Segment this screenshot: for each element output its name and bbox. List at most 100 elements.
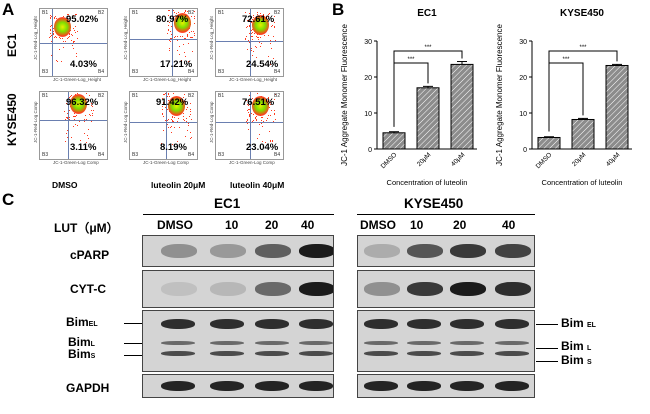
flow-event-dot: [50, 55, 52, 57]
flow-event-dot: [190, 36, 192, 38]
quadrant-label: B4: [188, 152, 195, 158]
protein-band: [255, 341, 289, 345]
flow-event-dot: [50, 29, 52, 31]
condition-label-lut40: luteolin 40μM: [230, 180, 285, 190]
blot-strip-ec1-bim: [142, 310, 334, 372]
protein-band: [450, 341, 484, 345]
quadrant-label: B2: [98, 10, 105, 16]
protein-label-bim-l: BimL: [68, 335, 95, 349]
flow-event-dot: [167, 30, 169, 32]
x-axis-label: Concentration of luteolin: [387, 178, 468, 187]
flow-event-dot: [54, 16, 56, 18]
flow-event-dot: [161, 98, 163, 100]
significance-bracket: [548, 50, 618, 132]
quadrant-label: B4: [274, 69, 281, 75]
flow-event-dot: [88, 95, 90, 97]
flow-plot-ec1-1: B1 B2 B3 B4 95.02% 4.03%: [39, 8, 108, 77]
blot-strip-kyse450-cytc: [357, 270, 535, 308]
flow-event-dot: [249, 41, 251, 43]
flow-event-dot: [169, 95, 171, 97]
flow-event-dot: [187, 130, 189, 132]
flow-event-dot: [189, 110, 191, 112]
protein-band: [210, 319, 244, 329]
protein-band: [210, 381, 244, 391]
flow-event-dot: [66, 133, 68, 135]
flow-event-dot: [184, 93, 186, 95]
quadrant-label: B1: [218, 93, 225, 99]
flow-event-dot: [184, 37, 186, 39]
quadrant-label: B3: [42, 152, 49, 158]
lane-label-ec1-20: 20: [265, 218, 279, 232]
flow-event-dot: [171, 131, 173, 133]
flow-event-dot: [87, 138, 89, 140]
flow-event-dot: [245, 38, 247, 40]
flow-event-dot: [162, 129, 164, 131]
flow-event-dot: [88, 129, 90, 131]
flow-event-dot: [49, 14, 51, 16]
protein-band: [407, 244, 443, 258]
flow-event-dot: [270, 101, 272, 103]
flow-event-dot: [264, 35, 266, 37]
flow-event-dot: [268, 14, 270, 16]
flow-event-dot: [173, 12, 175, 14]
protein-band: [450, 381, 484, 391]
flow-event-dot: [61, 60, 63, 62]
flow-event-dot: [172, 121, 174, 123]
flow-event-dot: [258, 39, 260, 41]
flow-event-dot: [260, 119, 262, 121]
flow-event-dot: [258, 134, 260, 136]
flow-event-dot: [257, 93, 259, 95]
protein-band: [450, 319, 484, 329]
flow-y-axis-label: JC-1-Red-Log Comp: [123, 101, 128, 143]
blot-strip-ec1-cytc: [142, 270, 334, 308]
flow-event-dot: [185, 10, 187, 12]
flow-density-cloud: [54, 17, 71, 37]
protein-band: [407, 282, 443, 296]
flow-event-dot: [167, 93, 169, 95]
panel-c-letter: C: [2, 190, 15, 209]
flow-event-dot: [91, 112, 93, 114]
gate-vertical-line: [68, 92, 69, 159]
flow-event-dot: [56, 37, 58, 39]
flow-event-dot: [270, 140, 272, 142]
flow-event-dot: [50, 32, 52, 34]
flow-event-dot: [91, 115, 93, 117]
flow-event-dot: [170, 37, 172, 39]
flow-event-dot: [248, 115, 250, 117]
flow-event-dot: [247, 129, 249, 131]
flow-event-dot: [73, 118, 75, 120]
flow-event-dot: [70, 30, 72, 32]
protein-label-gapdh: GAPDH: [66, 381, 110, 395]
protein-band: [495, 282, 531, 296]
flow-event-dot: [171, 34, 173, 36]
flow-plot-kyse450-2: B1 B2 B3 B4 91.42% 8.19%: [129, 91, 198, 160]
quadrant-label: B2: [274, 10, 281, 16]
flow-event-dot: [91, 102, 93, 104]
flow-event-dot: [248, 113, 250, 115]
flow-event-dot: [74, 14, 76, 16]
flow-density-cloud: [252, 15, 269, 35]
flow-event-dot: [178, 46, 180, 48]
flow-event-dot: [76, 31, 78, 33]
flow-event-dot: [85, 115, 87, 117]
quadrant-label: B2: [188, 10, 195, 16]
protein-label-bim-l-right: Bim L: [561, 339, 592, 353]
flow-event-dot: [247, 19, 249, 21]
flow-event-dot: [167, 21, 169, 23]
flow-event-dot: [65, 117, 67, 119]
flow-event-dot: [67, 136, 69, 138]
flow-event-dot: [187, 43, 189, 45]
flow-event-dot: [68, 34, 70, 36]
upper-right-percentage: 96.32%: [66, 97, 99, 108]
flow-event-dot: [168, 127, 170, 129]
flow-event-dot: [194, 33, 195, 35]
flow-event-dot: [271, 140, 273, 142]
protein-band: [450, 282, 486, 296]
blot-strip-kyse450-bim: [357, 310, 535, 372]
flow-event-dot: [190, 137, 192, 139]
flow-event-dot: [274, 118, 276, 120]
flow-event-dot: [179, 36, 181, 38]
flow-event-dot: [264, 141, 266, 143]
flow-event-dot: [268, 101, 270, 103]
flow-event-dot: [185, 135, 187, 137]
